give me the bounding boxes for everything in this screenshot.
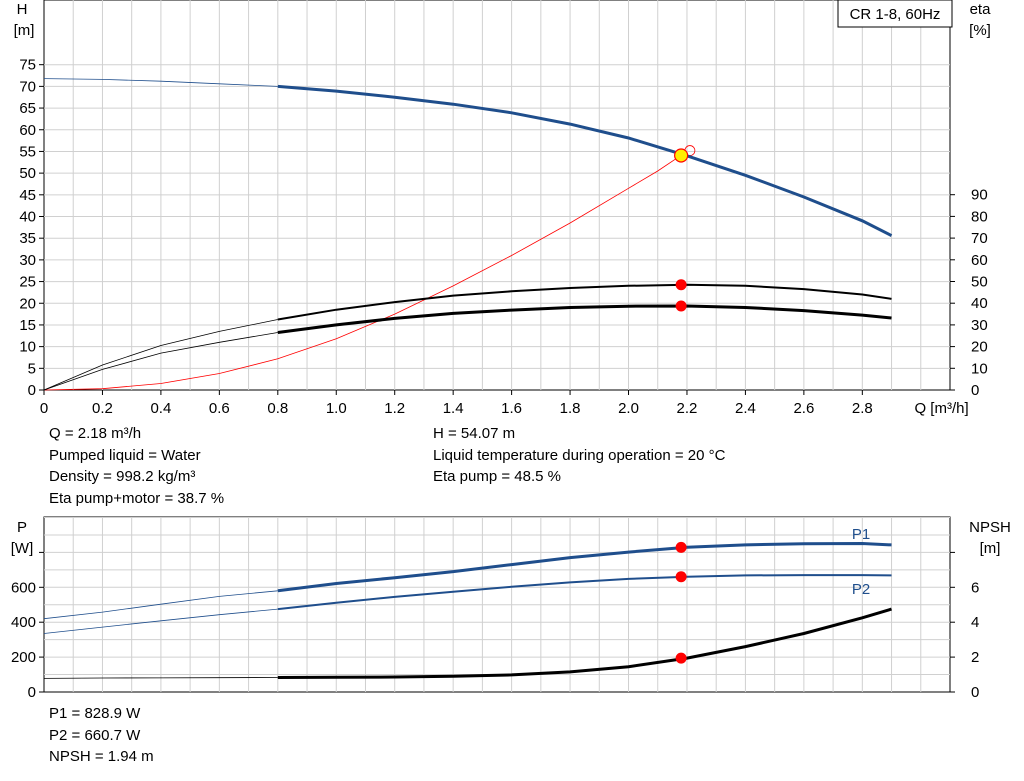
x-tick-label: 0 [40,400,48,417]
x-tick-label: 2.2 [677,400,698,417]
eta-tick-label: 80 [971,208,988,225]
p1-series-label: P1 [852,526,870,543]
npsh-marker [675,652,687,664]
eta-pump-motor-line-bold [277,304,892,334]
p-tick-label: 600 [11,579,36,596]
h-tick-label: 70 [19,78,36,95]
duty-point-marker [674,148,689,163]
npsh-curve-bold [277,607,892,679]
npsh-tick-label: 6 [971,579,979,596]
x-tick-label: 1.6 [501,400,522,417]
p2-marker [675,571,687,583]
h-tick-label: 40 [19,209,36,226]
x-tick-label: 1.2 [384,400,405,417]
eta-pump-motor-line-thin [43,332,278,391]
eta-pump-marker [675,279,687,291]
p-axis-unit: [W] [11,540,34,557]
h-tick-label: 15 [19,317,36,334]
info-p2: P2 = 660.7 W [49,726,141,744]
info-p1: P1 = 828.9 W [49,705,141,722]
p-tick-label: 400 [11,614,36,631]
info-density: Density = 998.2 kg/m³ [49,468,196,485]
npsh-tick-label: 2 [971,649,979,666]
x-axis-label: Q [m³/h] [914,400,968,417]
eta-tick-label: 50 [971,274,988,291]
info-top-right: H = 54.07 m Liquid temperature during op… [433,423,725,488]
h-tick-label: 50 [19,165,36,182]
h-tick-label: 65 [19,100,36,117]
npsh-curve-thin [43,677,278,679]
head-curve-bold [277,84,893,237]
eta-pump-line-bold [277,283,892,321]
p2-curve-bold [277,574,892,611]
npsh-tick-label: 0 [971,684,979,701]
title-box-label: CR 1-8, 60Hz [850,6,941,23]
x-tick-label: 0.2 [92,400,113,417]
h-tick-label: 0 [28,382,36,399]
eta-axis-title: eta [970,1,992,18]
h-tick-label: 5 [28,360,36,377]
h-tick-label: 60 [19,122,36,139]
title-box [837,0,953,28]
h-axis-unit: [m] [14,22,35,39]
h-tick-label: 55 [19,143,36,160]
h-tick-label: 45 [19,187,36,204]
p1-curve-thin [43,590,278,620]
x-tick-label: 0.8 [267,400,288,417]
info-head: H = 54.07 m [433,425,516,442]
p1-curve-bold [277,541,892,593]
eta-tick-label: 60 [971,252,988,269]
info-eta-pump: Eta pump = 48.5 % [433,468,561,485]
info-liquid-temperature: Liquid temperature during operation = 20… [433,446,726,464]
npsh-tick-label: 4 [971,614,979,631]
p2-series-label: P2 [852,581,870,598]
eta-tick-label: 10 [971,360,988,377]
eta-tick-label: 30 [971,317,988,334]
p2-curve-thin [43,608,278,634]
x-tick-label: 1.4 [443,400,464,417]
h-tick-label: 35 [19,230,36,247]
h-tick-label: 25 [19,274,36,291]
x-tick-label: 0.6 [209,400,230,417]
x-tick-label: 2.4 [735,400,756,417]
x-tick-label: 2.6 [793,400,814,417]
p-axis-title: P [17,519,27,536]
eta-axis-unit: [%] [969,22,991,39]
h-axis-title: H [17,1,28,18]
info-bottom: P1 = 828.9 W P2 = 660.7 W NPSH = 1.94 m [49,703,154,768]
info-pumped-liquid: Pumped liquid = Water [49,446,201,464]
head-curve-thin [43,78,278,87]
info-npsh: NPSH = 1.94 m [49,748,154,765]
p1-marker [675,541,687,553]
info-top-left: Q = 2.18 m³/h Pumped liquid = Water Dens… [49,423,224,509]
npsh-axis-title: NPSH [969,519,1011,536]
h-tick-label: 20 [19,295,36,312]
eta-tick-label: 0 [971,382,979,399]
h-tick-label: 75 [19,57,36,74]
eta-tick-label: 70 [971,230,988,247]
x-tick-label: 1.0 [326,400,347,417]
eta-tick-label: 40 [971,295,988,312]
eta-tick-label: 90 [971,187,988,204]
eta-pump-motor-marker [675,300,687,312]
p-tick-label: 200 [11,649,36,666]
x-tick-label: 0.4 [150,400,171,417]
x-tick-label: 1.8 [560,400,581,417]
eta-tick-label: 20 [971,339,988,356]
eta-pump-line-thin [43,319,278,391]
eta-hydraulic-line [43,154,682,391]
p-tick-label: 0 [28,684,36,701]
info-eta-pump-motor: Eta pump+motor = 38.7 % [49,489,225,507]
h-tick-label: 30 [19,252,36,269]
h-tick-label: 10 [19,339,36,356]
npsh-axis-unit: [m] [980,540,1001,557]
info-flow: Q = 2.18 m³/h [49,425,142,442]
x-tick-label: 2.0 [618,400,639,417]
x-tick-label: 2.8 [852,400,873,417]
